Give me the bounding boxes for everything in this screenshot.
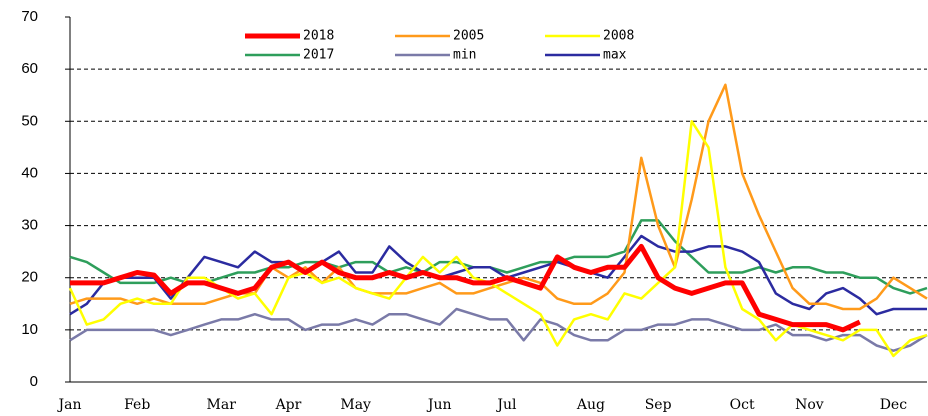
legend-label: 2017 bbox=[303, 48, 334, 63]
x-tick-label: Mar bbox=[207, 397, 237, 413]
x-tick-label: Feb bbox=[124, 397, 150, 413]
legend-label: 2018 bbox=[303, 29, 334, 44]
y-tick-label: 0 bbox=[30, 373, 38, 390]
y-tick-label: 60 bbox=[21, 60, 38, 77]
series-line bbox=[68, 120, 928, 358]
y-tick-label: 10 bbox=[21, 321, 38, 338]
x-tick-label: May bbox=[340, 397, 371, 413]
series-line bbox=[70, 243, 861, 333]
x-tick-label: Oct bbox=[730, 397, 755, 413]
x-tick-label: Jun bbox=[426, 397, 452, 413]
x-tick-label: Apr bbox=[275, 397, 302, 413]
legend-label: min bbox=[453, 48, 476, 63]
y-tick-label: 20 bbox=[21, 269, 38, 286]
legend-label: 2008 bbox=[603, 29, 634, 44]
series-line bbox=[69, 234, 927, 316]
y-tick-label: 40 bbox=[21, 164, 38, 181]
series-line bbox=[69, 307, 928, 352]
x-tick-label: Jul bbox=[495, 397, 517, 413]
x-tick-label: Aug bbox=[576, 397, 605, 413]
x-tick-label: Nov bbox=[795, 397, 824, 413]
x-tick-label: Dec bbox=[880, 397, 908, 413]
legend-label: max bbox=[603, 48, 627, 63]
y-tick-label: 30 bbox=[21, 217, 38, 234]
y-tick-label: 50 bbox=[21, 112, 38, 129]
x-tick-label: Jan bbox=[57, 397, 82, 413]
y-tick-label: 70 bbox=[21, 8, 38, 25]
x-tick-label: Sep bbox=[645, 397, 672, 413]
series-line bbox=[69, 83, 928, 311]
legend-label: 2005 bbox=[453, 29, 484, 44]
